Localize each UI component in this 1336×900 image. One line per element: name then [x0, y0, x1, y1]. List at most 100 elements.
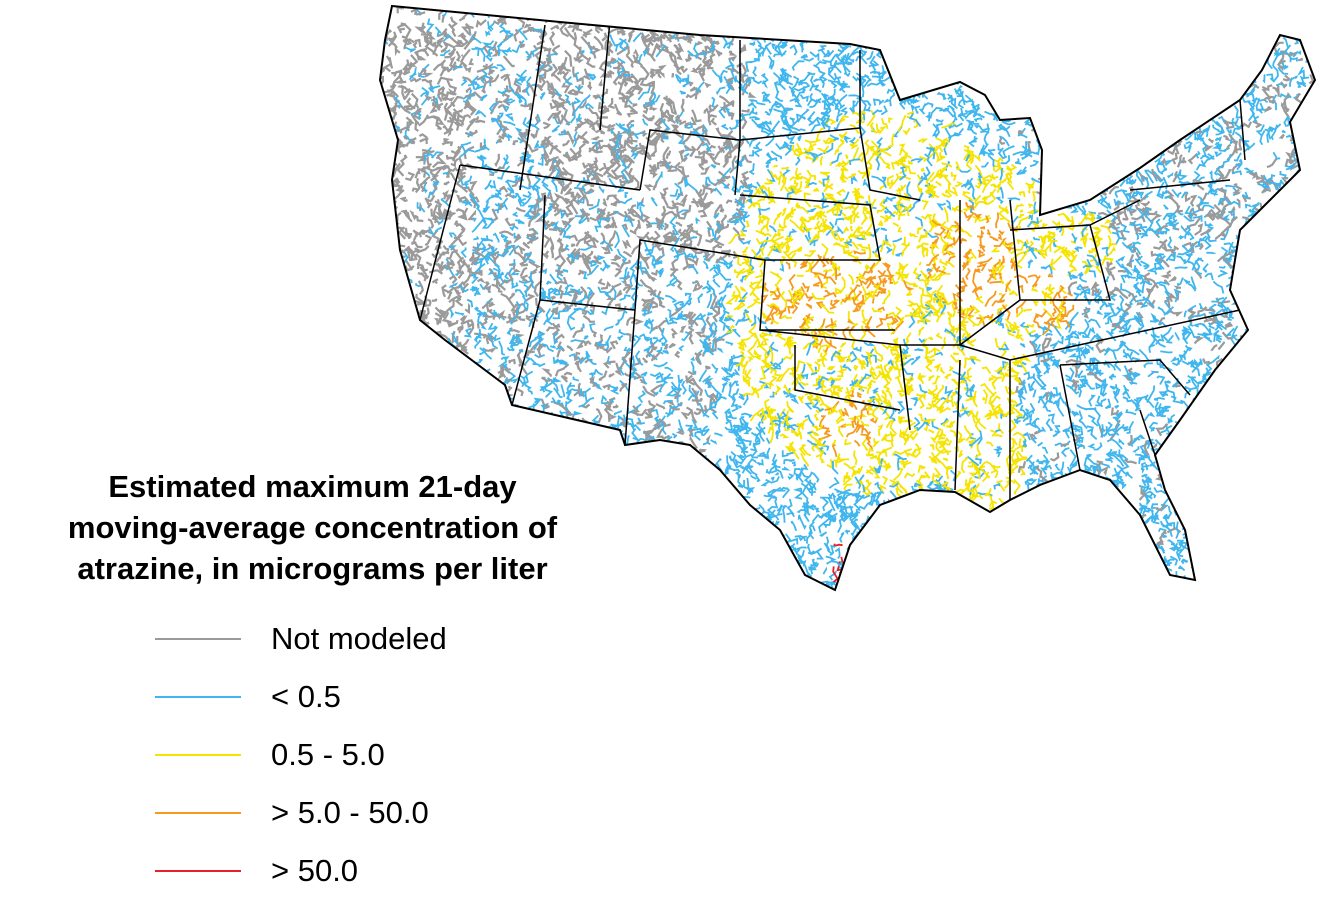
- stream-segment: [1143, 113, 1151, 117]
- stream-segment: [701, 571, 706, 578]
- stream-segment: [1141, 6, 1152, 8]
- stream-segment: [1233, 386, 1240, 392]
- stream-segment: [976, 513, 981, 527]
- stream-segment: [545, 9, 549, 20]
- stream-segment: [595, 448, 601, 463]
- stream-segment: [969, 77, 975, 82]
- stream-segment: [1087, 564, 1091, 581]
- stream-segment: [1079, 527, 1087, 532]
- stream-segment: [1033, 390, 1035, 398]
- stream-segment: [759, 255, 765, 268]
- stream-segment: [655, 482, 659, 487]
- stream-segment: [1113, 61, 1116, 73]
- stream-segment: [1211, 428, 1215, 435]
- stream-segment: [899, 69, 906, 74]
- stream-segment: [833, 35, 838, 43]
- stream-segment: [412, 432, 420, 446]
- stream-segment: [409, 361, 418, 371]
- stream-segment: [651, 545, 654, 552]
- stream-segment: [898, 402, 904, 413]
- stream-segment: [1216, 377, 1225, 381]
- stream-segment: [1175, 581, 1183, 587]
- stream-segment: [1138, 541, 1145, 550]
- stream-segment: [676, 352, 680, 357]
- stream-segment: [1085, 133, 1092, 142]
- stream-segment: [1094, 10, 1095, 14]
- stream-segment: [656, 559, 668, 574]
- stream-segment: [1280, 229, 1287, 234]
- stream-segment: [959, 450, 963, 457]
- stream-segment: [862, 528, 871, 534]
- stream-segment: [1263, 354, 1269, 368]
- stream-segment: [862, 355, 868, 357]
- stream-segment: [1203, 79, 1210, 85]
- stream-segment: [1091, 53, 1101, 60]
- stream-segment: [873, 72, 880, 73]
- stream-segment: [845, 439, 851, 444]
- stream-segment: [862, 310, 865, 321]
- stream-segment: [899, 64, 906, 67]
- stream-segment: [1303, 486, 1313, 493]
- stream-segment: [392, 393, 403, 396]
- stream-segment: [915, 564, 921, 570]
- stream-segment: [1035, 597, 1039, 601]
- stream-segment: [414, 396, 420, 409]
- stream-segment: [1054, 91, 1061, 96]
- stream-segment: [1116, 41, 1125, 44]
- stream-segment: [549, 229, 557, 231]
- stream-segment: [1284, 577, 1291, 589]
- stream-segment: [987, 230, 990, 236]
- stream-segment: [920, 385, 928, 393]
- stream-segment: [1119, 565, 1125, 577]
- stream-segment: [1209, 33, 1215, 44]
- stream-segment: [1115, 63, 1122, 74]
- stream-segment: [1304, 593, 1308, 603]
- stream-segment: [1238, 553, 1246, 559]
- stream-segment: [536, 596, 540, 600]
- stream-segment: [649, 568, 655, 577]
- stream-segment: [1186, 478, 1189, 483]
- stream-segment: [701, 5, 707, 16]
- stream-segment: [1252, 337, 1263, 344]
- stream-segment: [776, 335, 786, 340]
- stream-segment: [1141, 534, 1147, 541]
- stream-segment: [1217, 494, 1225, 505]
- stream-segment: [929, 376, 935, 381]
- stream-segment: [792, 462, 795, 465]
- stream-segment: [864, 12, 867, 17]
- stream-segment: [720, 332, 732, 337]
- stream-segment: [1253, 455, 1258, 459]
- stream-segment: [1082, 137, 1088, 143]
- stream-segment: [796, 203, 800, 207]
- stream-segment: [1282, 190, 1289, 197]
- stream-segment: [1215, 598, 1223, 604]
- stream-segment: [1320, 189, 1327, 193]
- stream-segment: [1257, 324, 1264, 336]
- stream-segment: [599, 371, 607, 380]
- stream-segment: [878, 31, 893, 38]
- stream-segment: [687, 531, 693, 537]
- stream-segment: [480, 420, 485, 430]
- stream-segment: [1319, 72, 1325, 81]
- stream-segment: [986, 61, 992, 65]
- stream-segment: [1211, 598, 1219, 604]
- stream-segment: [700, 590, 704, 595]
- stream-segment: [799, 11, 804, 16]
- stream-segment: [1221, 513, 1231, 522]
- stream-segment: [909, 166, 916, 174]
- stream-segment: [1282, 249, 1290, 255]
- stream-segment: [1230, 568, 1233, 572]
- stream-segment: [1011, 35, 1017, 46]
- stream-segment: [743, 178, 748, 186]
- stream-segment: [998, 55, 1005, 57]
- stream-segment: [1156, 11, 1161, 13]
- stream-segment: [671, 522, 676, 537]
- stream-segment: [1229, 276, 1241, 279]
- stream-segment: [1322, 470, 1327, 484]
- stream-segment: [1263, 598, 1269, 605]
- stream-segment: [419, 424, 423, 428]
- stream-segment: [944, 62, 950, 66]
- stream-segment: [1315, 218, 1320, 221]
- stream-segment: [1231, 51, 1237, 66]
- stream-segment: [679, 589, 685, 597]
